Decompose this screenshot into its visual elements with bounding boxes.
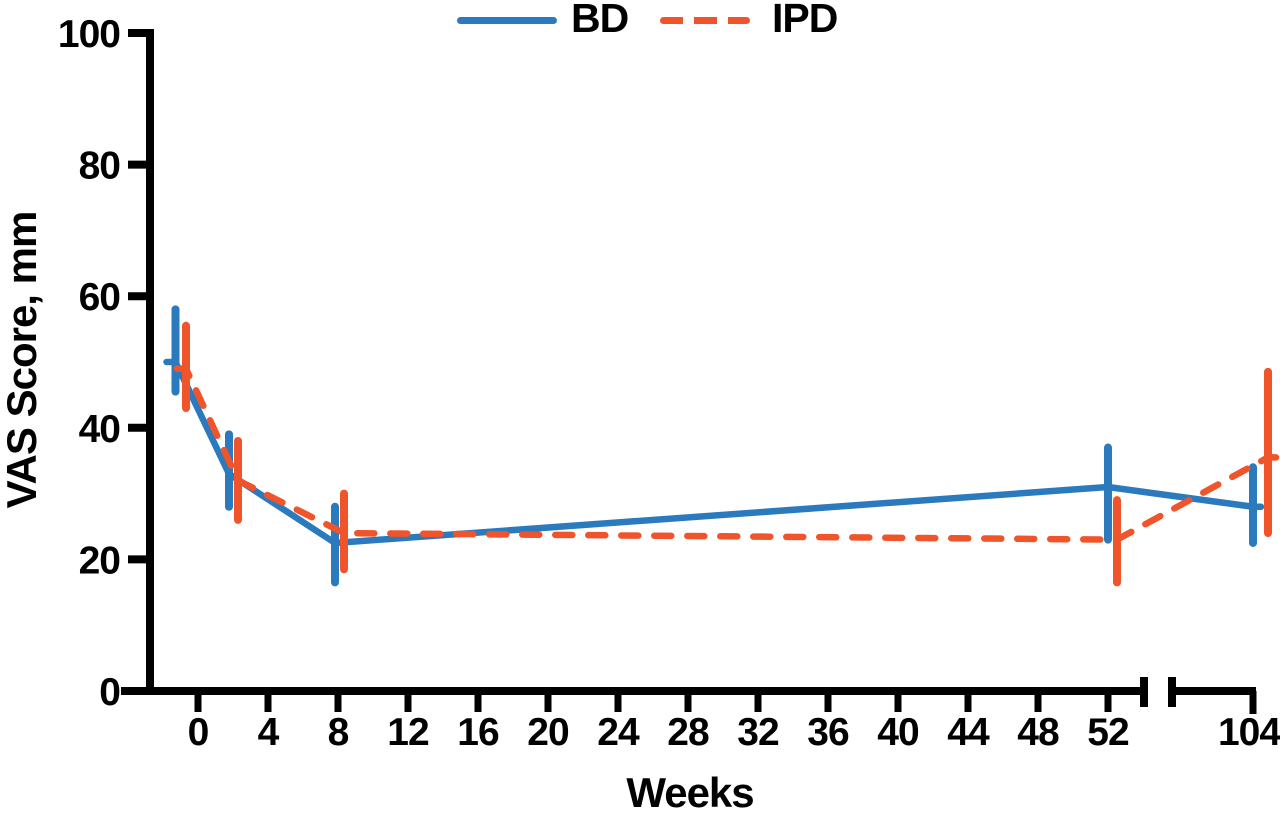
x-axis-title: Weeks	[626, 769, 754, 816]
ipd-legend-label: IPD	[772, 0, 838, 41]
x-tick-label: 48	[1017, 711, 1059, 754]
bd-legend-line-sample	[457, 17, 557, 24]
y-tick-label: 100	[58, 13, 120, 56]
ipd-legend-line-sample	[660, 17, 750, 24]
ipd-line	[173, 365, 1280, 543]
x-tick-label: 12	[387, 711, 429, 754]
y-tick-label: 80	[79, 145, 121, 188]
x-tick-label-104: 104	[1218, 711, 1280, 754]
y-tick-label: 0	[99, 671, 120, 714]
x-tick-label: 24	[597, 711, 640, 754]
x-tick-label: 40	[877, 711, 919, 754]
x-tick-label: 4	[258, 711, 280, 754]
y-tick-label: 60	[79, 276, 121, 319]
x-tick-label: 52	[1087, 711, 1129, 754]
y-tick-label: 40	[79, 408, 121, 451]
y-tick-label: 20	[79, 539, 121, 582]
x-tick-label: 28	[667, 711, 709, 754]
x-tick-label: 20	[527, 711, 569, 754]
bd-line	[163, 358, 1265, 547]
bd-legend-label: BD	[571, 0, 629, 41]
x-tick-label: 44	[947, 711, 990, 754]
x-tick-label: 8	[328, 711, 349, 754]
x-tick-label: 0	[188, 711, 209, 754]
x-tick-label: 16	[457, 711, 499, 754]
x-tick-label: 32	[737, 711, 779, 754]
x-tick-label: 36	[807, 711, 849, 754]
